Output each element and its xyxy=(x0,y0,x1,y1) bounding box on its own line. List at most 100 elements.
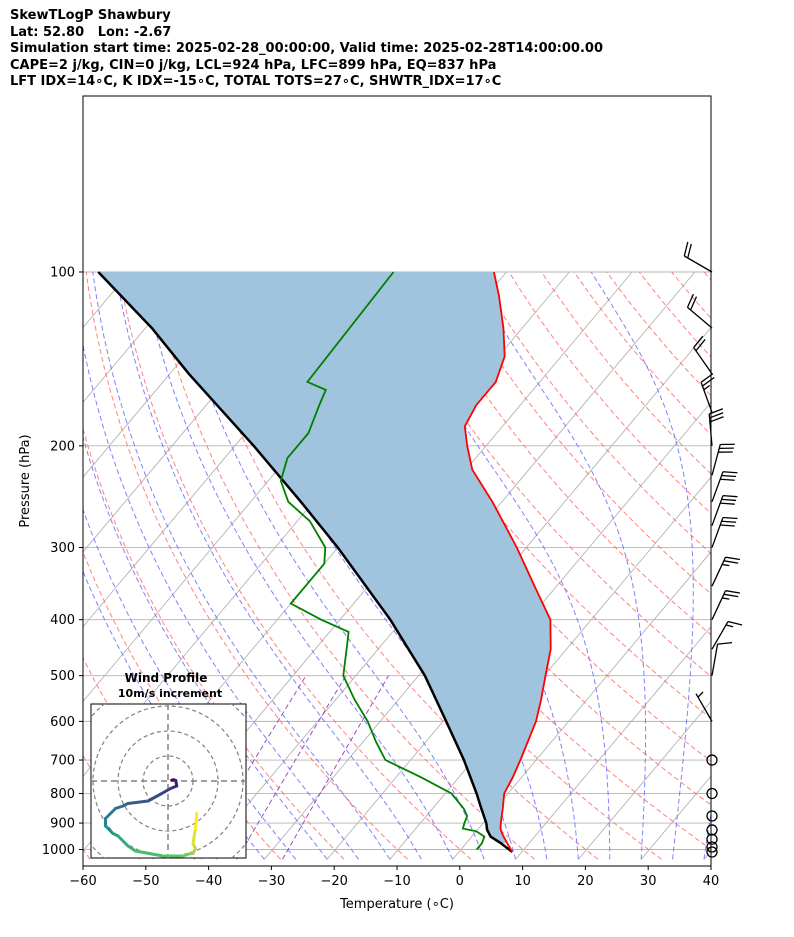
x-axis: −60 −50 −40 −30 −20 −10 0 10 20 30 40 xyxy=(69,866,719,889)
dry-adiabat-line xyxy=(411,271,711,636)
hodograph-plot xyxy=(91,704,246,858)
barb-flag xyxy=(723,593,739,598)
isotherm-line xyxy=(452,551,711,860)
wind-barb xyxy=(711,471,738,503)
dry-adiabat-line xyxy=(85,271,408,860)
moist-adiabat-line xyxy=(376,271,611,860)
dry-adiabat-line xyxy=(508,271,711,515)
barb-flag xyxy=(689,296,698,311)
isotherm-line xyxy=(703,850,711,860)
dry-adiabat-line xyxy=(671,271,711,320)
moist-adiabat-line xyxy=(83,342,359,860)
y-tick-label: 600 xyxy=(50,715,75,730)
barb-flag xyxy=(721,474,737,478)
moist-adiabat-line xyxy=(92,271,391,860)
barb-shaft xyxy=(711,495,724,526)
hodograph-trace-segment xyxy=(191,827,197,845)
hodograph-trace-segment xyxy=(134,849,165,858)
barb-flag xyxy=(723,560,739,564)
barb-shaft xyxy=(711,590,727,620)
moist-adiabat-line xyxy=(590,271,694,860)
station-location: Lat: 52.80 Lon: -2.67 xyxy=(10,24,172,40)
dry-adiabat-line xyxy=(476,271,711,555)
barb-shaft xyxy=(693,347,713,375)
barb-shaft xyxy=(683,255,713,273)
dry-adiabat-line xyxy=(443,271,711,595)
hodograph-subtitle: 10m/s increment xyxy=(118,687,222,700)
x-tick-label: 20 xyxy=(577,874,594,889)
barb-flag xyxy=(722,494,738,498)
barb-shaft xyxy=(711,621,729,650)
barb-flag xyxy=(720,524,735,527)
barb-flag xyxy=(693,335,704,348)
y-axis: 100 200 300 400 500 600 700 800 900 1000 xyxy=(42,266,83,858)
barb-shaft xyxy=(687,306,713,329)
hodograph-title: Wind Profile xyxy=(125,671,208,685)
calm-wind-marker xyxy=(706,846,718,858)
moist-adiabat-line xyxy=(468,271,647,860)
y-tick-label: 900 xyxy=(50,817,75,832)
barb-flag xyxy=(722,471,738,474)
barb-half-flag xyxy=(725,624,734,628)
mixing-ratio-line xyxy=(236,675,347,860)
barb-flag xyxy=(686,293,695,308)
y-tick-label: 800 xyxy=(50,787,75,802)
y-axis-label: Pressure (hPa) xyxy=(18,434,33,527)
hodograph-trace-segment xyxy=(146,792,164,803)
y-tick-label: 100 xyxy=(50,266,75,281)
hodograph-trace-segment xyxy=(194,812,199,830)
hodograph-trace-segment xyxy=(126,844,137,853)
wind-barb xyxy=(700,373,715,413)
barb-flag xyxy=(702,376,715,387)
barb-flag xyxy=(695,339,706,352)
barb-flag xyxy=(721,520,737,523)
barb-shaft xyxy=(711,444,721,476)
barb-half-flag xyxy=(697,691,704,698)
dewpoint-profile-line xyxy=(279,271,486,851)
wind-barb xyxy=(711,494,738,526)
moist-adiabat-line xyxy=(83,435,328,860)
isotherm-line xyxy=(0,272,4,859)
barb-flag xyxy=(725,590,741,594)
x-tick-label: 10 xyxy=(514,874,531,889)
barb-flag xyxy=(709,412,724,419)
wind-barb xyxy=(693,335,713,375)
barb-half-flag xyxy=(722,563,730,567)
isotherm-line xyxy=(326,401,711,860)
moist-adiabat-line xyxy=(703,809,711,860)
stability-indices: LFT IDX=14∘C, K IDX=-15∘C, TOTAL TOTS=27… xyxy=(10,74,502,89)
barb-flag xyxy=(725,556,741,561)
chart-header: SkewTLogP Shawbury Lat: 52.80 Lon: -2.67… xyxy=(10,8,603,91)
dry-adiabat-line xyxy=(378,271,711,677)
barb-flag xyxy=(721,498,737,502)
wind-barb xyxy=(711,443,735,476)
hodograph-trace-segment xyxy=(160,787,172,795)
wind-barb xyxy=(686,293,713,329)
isotherm-line xyxy=(515,625,711,860)
barb-flag xyxy=(708,408,724,415)
x-tick-label: −10 xyxy=(383,874,410,889)
isotherm-line xyxy=(577,700,711,860)
barb-flag xyxy=(727,620,743,626)
hodograph-ring xyxy=(117,730,219,832)
barb-shaft xyxy=(711,644,719,676)
x-tick-label: 0 xyxy=(456,874,464,889)
dry-adiabat-line xyxy=(638,271,711,358)
barb-flag xyxy=(683,241,689,257)
calm-wind-marker xyxy=(706,833,718,845)
plot-area xyxy=(0,271,711,860)
barb-flag xyxy=(722,516,738,520)
y-tick-label: 500 xyxy=(50,669,75,684)
mixing-ratio-line xyxy=(282,675,389,860)
temperature-profile-line xyxy=(463,271,552,853)
x-tick-label: 40 xyxy=(703,874,720,889)
chart-title: SkewTLogP Shawbury xyxy=(10,8,171,23)
dry-adiabat-line xyxy=(606,271,711,397)
barb-shaft xyxy=(711,471,724,503)
dry-adiabat-line xyxy=(83,848,91,860)
wind-barb xyxy=(711,516,738,548)
moist-adiabat-line xyxy=(115,271,422,860)
y-tick-label: 1000 xyxy=(42,843,75,858)
x-tick-label: −20 xyxy=(320,874,347,889)
